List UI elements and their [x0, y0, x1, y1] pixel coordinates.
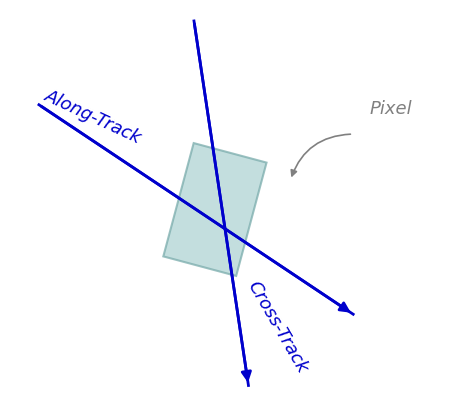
- Polygon shape: [163, 143, 267, 276]
- Text: Cross-Track: Cross-Track: [244, 278, 311, 376]
- Text: Along-Track: Along-Track: [42, 87, 145, 147]
- FancyArrowPatch shape: [291, 134, 350, 176]
- Text: Pixel: Pixel: [370, 100, 413, 118]
